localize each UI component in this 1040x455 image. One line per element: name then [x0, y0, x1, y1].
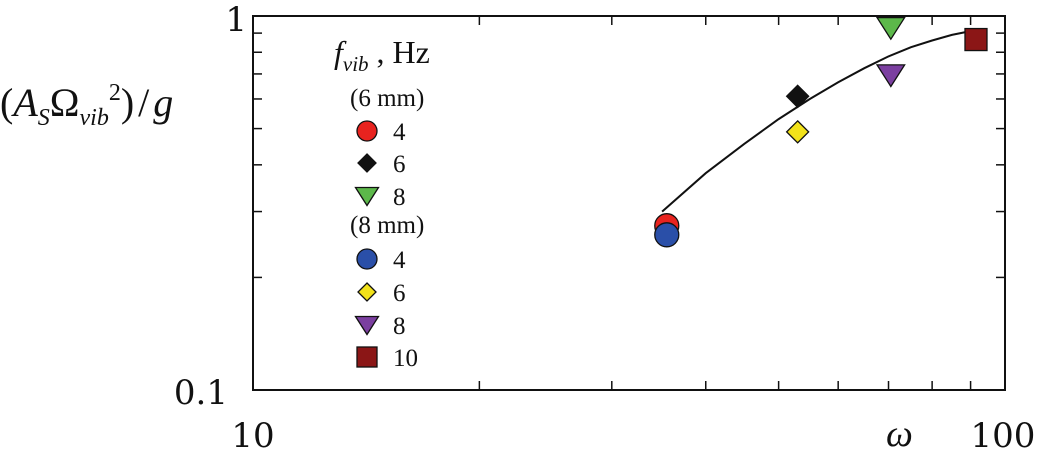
legend-marker-6: [356, 346, 378, 368]
legend-title-sub: vib: [343, 52, 369, 76]
legend-marker-4: [357, 282, 377, 302]
y-axis-title-A: A: [10, 80, 38, 125]
legend-label-6mm-8: 8: [393, 184, 406, 211]
data-point-3: [654, 222, 680, 248]
fit-curve: [661, 29, 975, 213]
x-axis-title: ω: [886, 413, 913, 455]
legend-group-8mm: (8 mm): [350, 212, 424, 239]
legend-marker-0: [356, 120, 378, 142]
legend: fvib , Hz (6 mm) (8 mm) 4 6 8 4 6 8 10: [334, 34, 430, 372]
y-axis-title-g: g: [153, 80, 173, 125]
legend-markers: [354, 120, 380, 368]
data-point-5: [875, 64, 906, 88]
y-axis-title: (ASΩvib2) / g: [0, 80, 173, 131]
y-axis-title-A-sub: S: [38, 105, 50, 131]
data-point-2: [875, 16, 906, 41]
y-axis-title-div: /: [138, 80, 150, 125]
legend-title-unit: , Hz: [369, 34, 430, 70]
legend-label-6mm-4: 4: [393, 119, 406, 146]
plot-frame: [252, 15, 1006, 391]
y-axis-title-exp: 2: [109, 80, 121, 106]
legend-label-8mm-6: 6: [393, 280, 406, 307]
legend-label-8mm-10: 10: [393, 345, 418, 372]
legend-label-6mm-6: 6: [393, 151, 406, 178]
y-axis-title-close: ): [121, 80, 134, 125]
y-tick-label-0.1: 0.1: [174, 373, 228, 413]
legend-marker-1: [357, 153, 377, 173]
legend-marker-2: [354, 186, 380, 207]
legend-marker-3: [356, 248, 378, 270]
legend-marker-5: [354, 315, 380, 336]
x-tick-label-100: 100: [971, 416, 1036, 455]
data-point-1: [785, 84, 810, 109]
y-axis-title-omega: Ω: [50, 80, 80, 125]
y-axis-title-omega-sub: vib: [80, 105, 109, 131]
y-tick-label-1: 1: [225, 0, 247, 40]
y-axis-title-open: (: [0, 80, 13, 125]
legend-label-8mm-4: 4: [393, 247, 406, 274]
x-tick-label-10: 10: [231, 416, 274, 455]
data-point-6: [964, 27, 988, 52]
data-point-4: [785, 119, 810, 144]
legend-group-6mm: (6 mm): [350, 85, 424, 112]
legend-label-8mm-8: 8: [393, 313, 406, 340]
legend-title: fvib , Hz: [334, 34, 430, 76]
data-points: [654, 16, 988, 248]
